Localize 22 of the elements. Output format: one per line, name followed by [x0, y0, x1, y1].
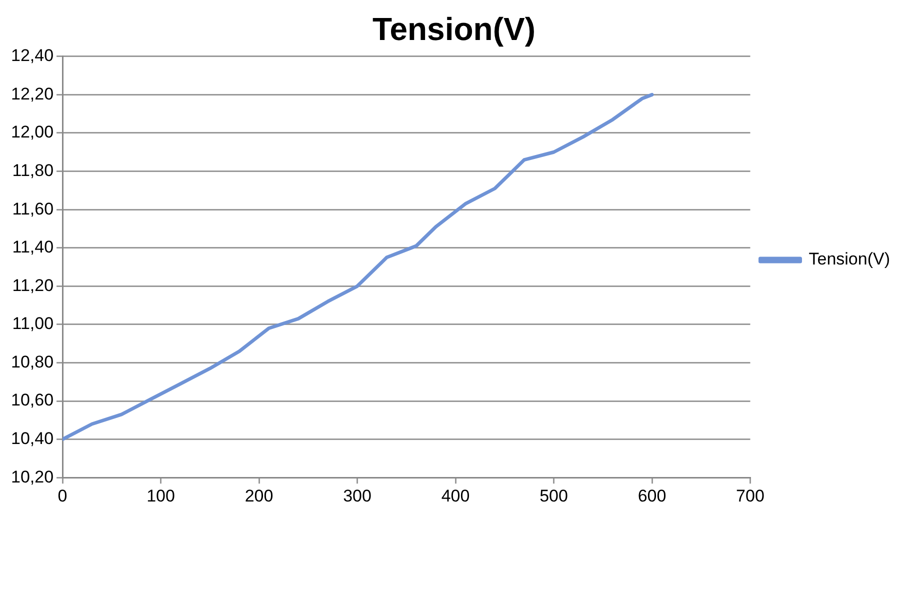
y-tick-label: 12,20: [10, 84, 54, 104]
chart-title: Tension(V): [372, 11, 536, 48]
y-tick-label: 11,80: [12, 160, 54, 180]
x-tick-label: 500: [540, 486, 568, 506]
y-tick-label: 12,00: [10, 122, 54, 142]
x-tick-label: 0: [58, 486, 68, 506]
y-tick-label: 10,80: [10, 352, 54, 372]
legend-label: Tension(V): [808, 250, 890, 269]
y-tick-label: 11,00: [12, 314, 54, 334]
x-tick-label: 200: [244, 486, 274, 506]
y-tick-label: 11,60: [12, 199, 54, 218]
y-tick-label: 10,20: [10, 467, 54, 486]
y-tick-label: 12,40: [10, 46, 54, 66]
y-tick-label: 11,40: [12, 238, 54, 257]
x-tick-label: 100: [146, 486, 175, 506]
x-tick-label: 300: [343, 486, 372, 506]
x-tick-label: 700: [736, 486, 764, 506]
x-tick-label: 600: [638, 486, 666, 506]
y-tick-label: 10,40: [10, 428, 54, 448]
x-tick-label: 400: [441, 486, 470, 506]
y-tick-label: 11,20: [12, 276, 54, 295]
y-tick-label: 10,60: [10, 390, 54, 410]
